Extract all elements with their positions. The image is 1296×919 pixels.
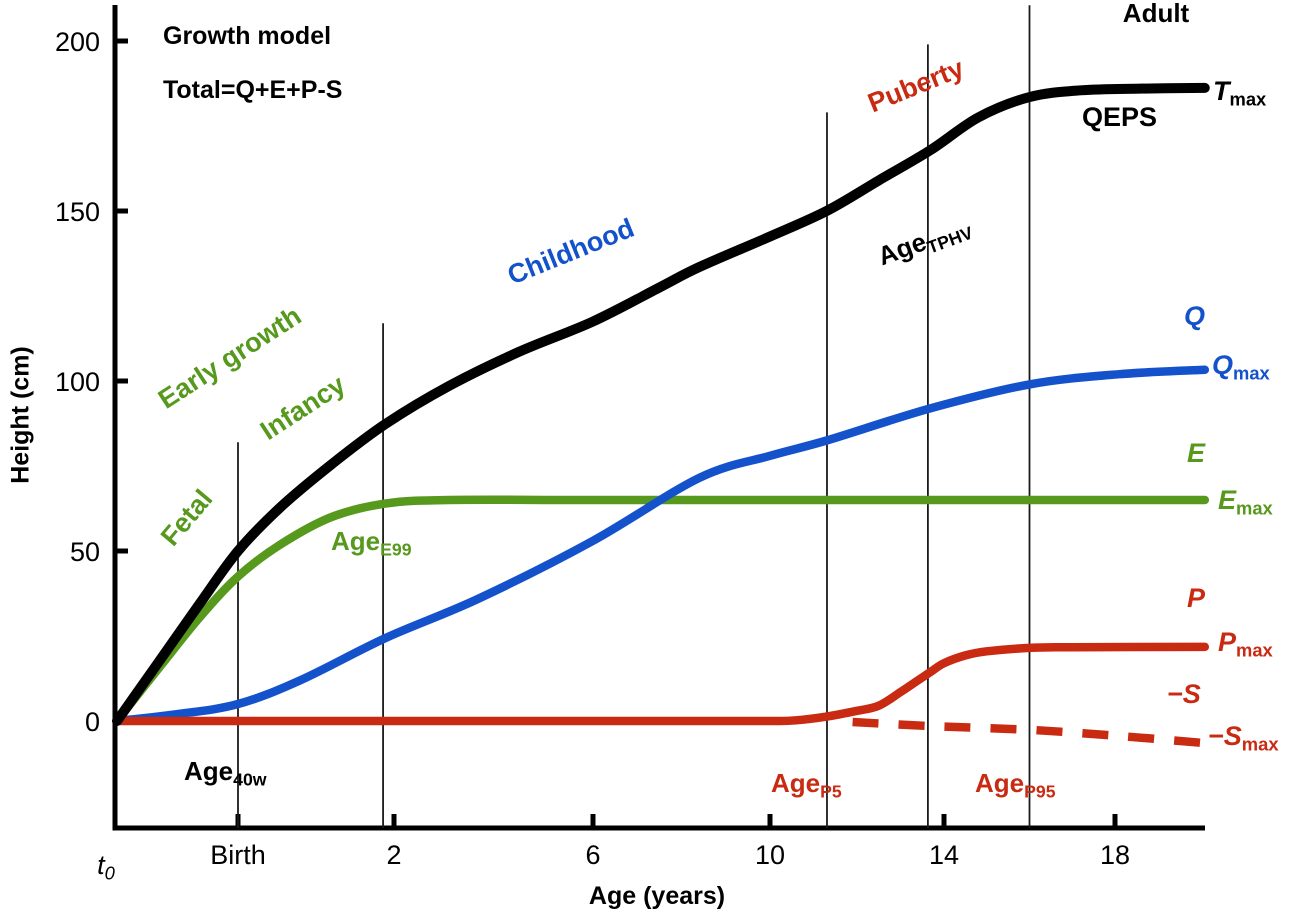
- x-tick-label-t0: t0: [97, 852, 115, 883]
- marker-label-ageP95: AgeP95: [975, 770, 1056, 801]
- x-tick-label-6: 6: [585, 840, 601, 870]
- phase-label-adult: Adult: [1122, 0, 1190, 28]
- curve-T: [112, 82, 1210, 726]
- ageP95-subscript: P95: [1024, 781, 1056, 802]
- figure-title-line1: Growth model: [163, 22, 332, 50]
- y-tick-label-100: 100: [54, 367, 100, 397]
- qmax-subscript: max: [1233, 362, 1270, 384]
- pmax-main: P: [1218, 627, 1237, 657]
- tmax-main: T: [1213, 76, 1230, 106]
- x-tick-label-2: 2: [386, 840, 402, 870]
- figure-title-line2: Total=Q+E+P-S: [163, 76, 343, 104]
- x-tick-label-14: 14: [928, 840, 960, 870]
- curve-label-qeps: QEPS: [1082, 102, 1158, 132]
- x-tick-label-18: 18: [1099, 840, 1131, 870]
- smax-main: −S: [1208, 721, 1242, 751]
- age40w-subscript: 40w: [233, 769, 267, 790]
- ageP5-subscript: P5: [820, 781, 842, 802]
- x-tick-label-Birth: Birth: [210, 840, 266, 870]
- curve-label-qmax: Qmax: [1212, 352, 1270, 383]
- marker-label-ageP5: AgeP5: [771, 770, 842, 801]
- curve-label-p: P: [1187, 583, 1206, 613]
- t0-subscript: 0: [104, 862, 115, 884]
- x-axis-title: Age (years): [588, 882, 726, 910]
- curve-label-e: E: [1187, 438, 1206, 468]
- y-tick-label-150: 150: [54, 197, 100, 227]
- ageP95-main: Age: [975, 768, 1025, 798]
- ageE99-subscript: E99: [380, 539, 412, 560]
- pmax-subscript: max: [1236, 639, 1273, 661]
- t0-main: t: [97, 850, 105, 880]
- y-tick-label-50: 50: [69, 537, 100, 567]
- curve-label-pmax: Pmax: [1218, 629, 1273, 660]
- emax-main: E: [1218, 485, 1237, 515]
- y-tick-label-0: 0: [84, 707, 100, 737]
- y-tick-label-200: 200: [54, 27, 100, 57]
- ageP5-main: Age: [771, 768, 821, 798]
- qmax-main: Q: [1212, 350, 1234, 380]
- x-tick-label-10: 10: [754, 840, 786, 870]
- ageE99-main: Age: [331, 526, 381, 556]
- curve-E: [112, 495, 1210, 726]
- marker-label-ageE99: AgeE99: [331, 528, 412, 559]
- age40w-main: Age: [184, 756, 234, 786]
- marker-label-age40w: Age40w: [184, 758, 267, 789]
- tmax-subscript: max: [1229, 88, 1267, 110]
- emax-subscript: max: [1236, 497, 1273, 519]
- curve-P: [112, 642, 1210, 726]
- curve-S: [852, 717, 1206, 748]
- curve-label-s: −S: [1167, 679, 1201, 709]
- smax-subscript: max: [1241, 733, 1279, 755]
- curve-label-smax: −Smax: [1208, 723, 1279, 754]
- curve-label-tmax: Tmax: [1213, 78, 1266, 109]
- curve-label-q: Q: [1184, 301, 1206, 331]
- curve-Q: [112, 365, 1210, 726]
- curve-label-emax: Emax: [1218, 487, 1273, 518]
